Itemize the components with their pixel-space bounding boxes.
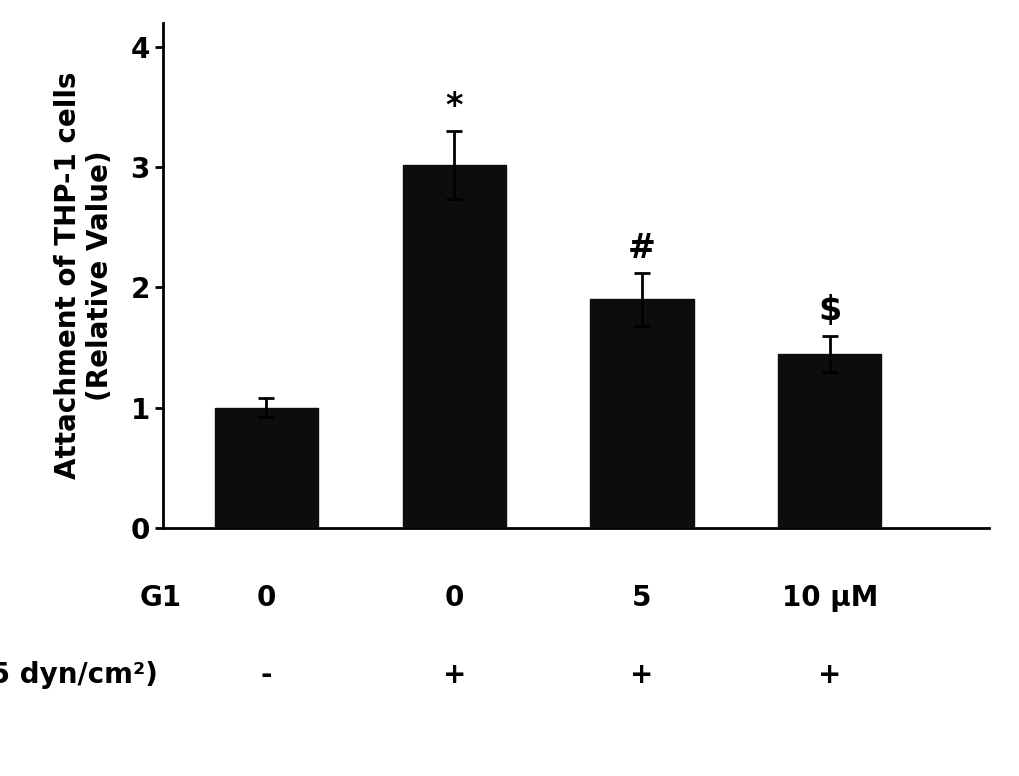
Text: +: + bbox=[817, 661, 841, 689]
Text: 0: 0 bbox=[444, 584, 464, 611]
Bar bbox=[777, 354, 880, 528]
Text: 0: 0 bbox=[257, 584, 276, 611]
Text: $: $ bbox=[817, 294, 841, 327]
Bar bbox=[215, 407, 318, 528]
Text: +: + bbox=[630, 661, 653, 689]
Text: OSS (5 dyn/cm²): OSS (5 dyn/cm²) bbox=[0, 661, 158, 689]
Text: -: - bbox=[261, 661, 272, 689]
Text: 10 μM: 10 μM bbox=[781, 584, 877, 611]
Text: G1: G1 bbox=[140, 584, 181, 611]
Text: +: + bbox=[442, 661, 466, 689]
Text: 5: 5 bbox=[632, 584, 651, 611]
Bar bbox=[403, 165, 505, 528]
Text: *: * bbox=[445, 90, 463, 123]
Bar bbox=[590, 300, 693, 528]
Text: #: # bbox=[628, 232, 655, 265]
Y-axis label: Attachment of THP-1 cells
(Relative Value): Attachment of THP-1 cells (Relative Valu… bbox=[54, 71, 114, 480]
